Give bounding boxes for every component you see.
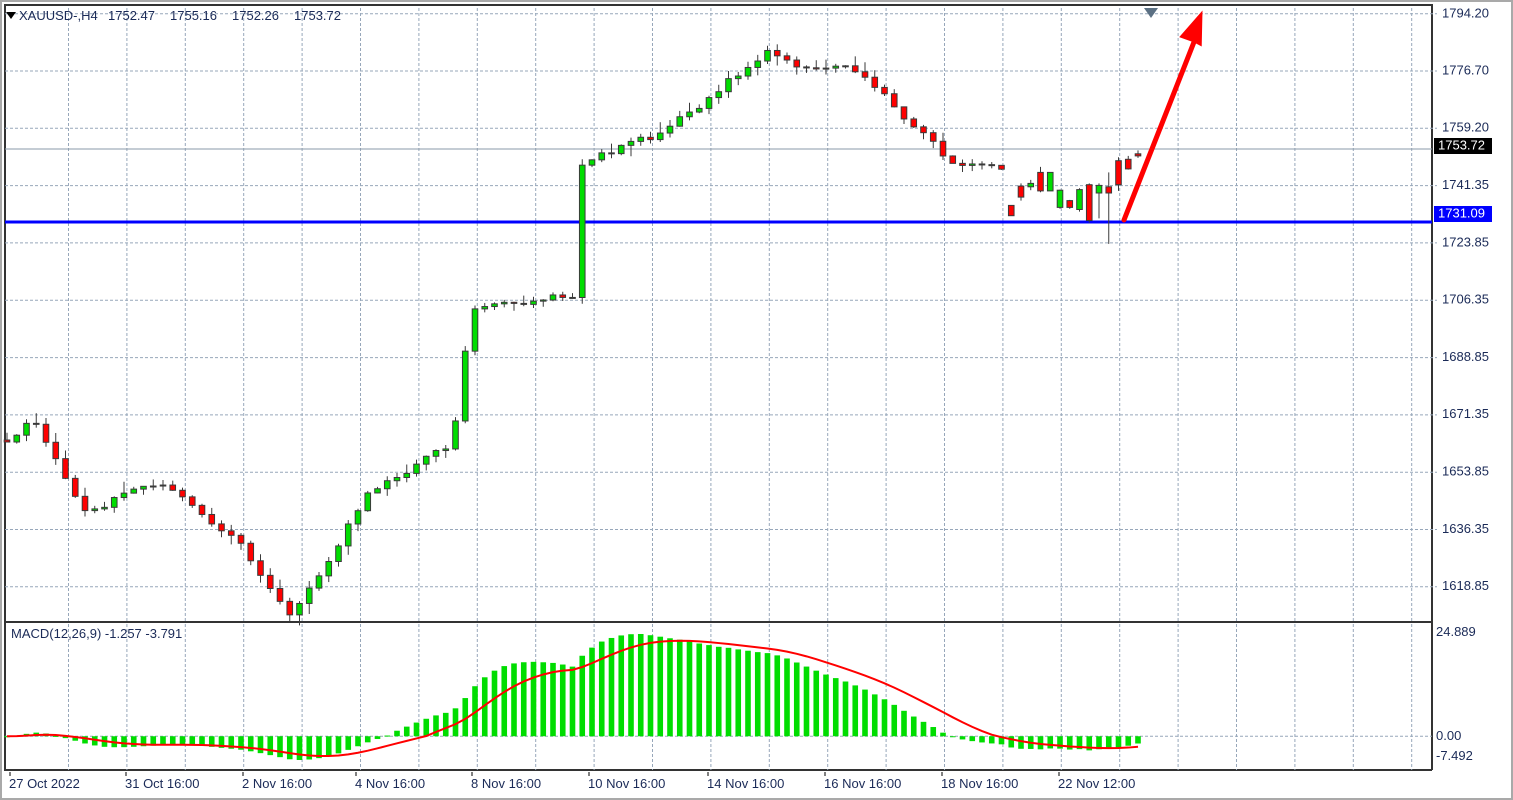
svg-text:1618.85: 1618.85 bbox=[1442, 578, 1489, 593]
svg-text:1671.35: 1671.35 bbox=[1442, 406, 1489, 421]
svg-text:0.00: 0.00 bbox=[1436, 728, 1461, 743]
svg-text:24.889: 24.889 bbox=[1436, 624, 1476, 639]
svg-text:1753.72: 1753.72 bbox=[1438, 138, 1485, 153]
svg-text:22 Nov 12:00: 22 Nov 12:00 bbox=[1058, 776, 1135, 791]
svg-text:MACD(12,26,9) -1.257 -3.791: MACD(12,26,9) -1.257 -3.791 bbox=[11, 626, 182, 641]
svg-text:1741.35: 1741.35 bbox=[1442, 177, 1489, 192]
svg-text:1636.35: 1636.35 bbox=[1442, 521, 1489, 536]
svg-text:27 Oct 2022: 27 Oct 2022 bbox=[9, 776, 80, 791]
svg-text:1752.26: 1752.26 bbox=[232, 8, 279, 23]
svg-text:1759.20: 1759.20 bbox=[1442, 120, 1489, 135]
svg-text:1753.72: 1753.72 bbox=[294, 8, 341, 23]
svg-text:31 Oct 16:00: 31 Oct 16:00 bbox=[125, 776, 199, 791]
svg-text:16 Nov 16:00: 16 Nov 16:00 bbox=[824, 776, 901, 791]
svg-text:1755.16: 1755.16 bbox=[170, 8, 217, 23]
svg-text:10 Nov 16:00: 10 Nov 16:00 bbox=[588, 776, 665, 791]
svg-text:2 Nov 16:00: 2 Nov 16:00 bbox=[242, 776, 312, 791]
svg-text:1653.85: 1653.85 bbox=[1442, 464, 1489, 479]
svg-text:-7.492: -7.492 bbox=[1436, 748, 1473, 763]
svg-text:8 Nov 16:00: 8 Nov 16:00 bbox=[471, 776, 541, 791]
svg-text:1731.09: 1731.09 bbox=[1438, 206, 1485, 221]
svg-text:1794.20: 1794.20 bbox=[1442, 5, 1489, 20]
svg-text:4 Nov 16:00: 4 Nov 16:00 bbox=[355, 776, 425, 791]
svg-text:1706.35: 1706.35 bbox=[1442, 292, 1489, 307]
svg-text:18 Nov 16:00: 18 Nov 16:00 bbox=[941, 776, 1018, 791]
svg-text:14 Nov 16:00: 14 Nov 16:00 bbox=[707, 776, 784, 791]
svg-text:1776.70: 1776.70 bbox=[1442, 62, 1489, 77]
svg-text:1723.85: 1723.85 bbox=[1442, 234, 1489, 249]
svg-text:XAUUSD-,H4: XAUUSD-,H4 bbox=[19, 8, 98, 23]
svg-text:1752.47: 1752.47 bbox=[108, 8, 155, 23]
svg-text:1688.85: 1688.85 bbox=[1442, 349, 1489, 364]
